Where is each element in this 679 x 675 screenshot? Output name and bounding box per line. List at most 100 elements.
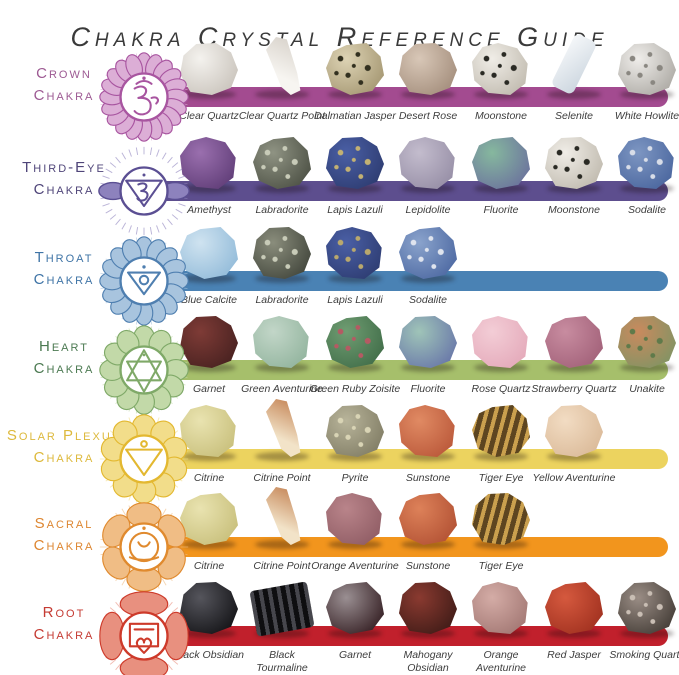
crystal-rose-quartz [472,316,528,368]
crystal-label: Moonstone [475,110,527,122]
chakra-name-line1: Root [42,604,86,621]
crystal-shadow [182,184,236,193]
crystal-label: Smoking Quartz [609,649,679,661]
crystal-amethyst [180,137,236,189]
crystal-shadow [474,363,528,372]
chakra-name-line2: Chakra [33,180,95,198]
crystal-label: Dalmatian Jasper [314,110,396,122]
chakra-name-throat: Throat Chakra [0,247,128,291]
crystal-label: Garnet [338,649,372,661]
crystal-label: Lapis Lazuli [327,204,383,216]
crystal-label: Tiger Eye [478,472,524,484]
crystal-citrine [180,405,236,457]
crystal-shadow [547,90,601,99]
crystal-label: Citrine Point [253,560,311,572]
crystal-label: Green Ruby Zoisite [309,383,401,395]
page-title: Chakra Crystal Reference Guide [70,22,609,53]
chakra-name-line1: Third-Eye [22,159,106,176]
crystal-moonstone [545,137,603,189]
chakra-name-line1: Solar Plexus [6,427,122,444]
crystal-shadow [328,629,382,638]
crystal-shadow [255,184,309,193]
chakra-name-line2: Chakra [33,625,95,643]
crystal-sunstone [399,405,455,457]
sacral-chakra-lotus-crescent-icon [97,500,191,594]
crystal-smoking-quartz [618,582,676,634]
crystal-shadow [328,540,382,549]
crystal-shadow [255,540,309,549]
crystal-label: White Howlite [614,110,679,122]
chakra-name-line1: Crown [36,65,92,82]
crystal-label: Garnet [192,383,226,395]
crystal-label: Unakite [629,383,665,395]
crystal-green-aventurine [253,316,309,368]
crystal-citrine [180,493,238,545]
crystal-shadow [182,274,236,283]
crystal-sunstone [399,493,457,545]
crystal-shadow [401,274,455,283]
chakra-name-line1: Heart [39,338,89,355]
crystal-label: Desert Rose [398,110,458,122]
chakra-name-line2: Chakra [33,86,95,104]
crystal-label: Labradorite [255,204,309,216]
crystal-labradorite [253,227,311,279]
crystal-unakite [618,316,676,368]
crystal-shadow [328,274,382,283]
crystal-label: Selenite [555,110,593,122]
crystal-shadow [547,629,601,638]
chakra-name-line2: Chakra [33,270,95,288]
crystal-white-howlite [618,43,676,95]
crystal-sodalite [399,227,457,279]
chakra-name-line2: Chakra [33,359,95,377]
crystal-green-ruby-zoisite [326,316,384,368]
chakra-name-line2: Chakra [33,536,95,554]
crystal-shadow [182,452,236,461]
crystal-shadow [182,540,236,549]
chakra-bar-sacral [150,537,668,557]
crystal-strawberry-quartz [545,316,603,368]
crystal-shadow [474,452,528,461]
crystal-label: Yellow Aventurine [532,472,616,484]
chakra-name-third-eye: Third-Eye Chakra [0,157,128,201]
chakra-name-line2: Chakra [33,448,95,466]
crystal-label: Fluorite [410,383,446,395]
crystal-label: Mahogany Obsidian [403,649,453,675]
crystal-label: Citrine [193,472,225,484]
crystal-label: Labradorite [255,294,309,306]
crystal-label: Citrine [193,560,225,572]
chakra-name-solar-plexus: Solar Plexus Chakra [0,425,128,469]
chakra-name-line1: Sacral [34,515,94,532]
crystal-sodalite [618,137,674,189]
crystal-label: Sunstone [405,472,451,484]
crystal-shadow [620,184,674,193]
crystal-shadow [401,452,455,461]
crystal-dalmatian-jasper [326,43,384,95]
crystal-label: Sunstone [405,560,451,572]
chakra-bar-solar-plexus [150,449,668,469]
throat-chakra-lotus-triangle-icon [97,234,191,328]
crystal-label: Black Tourmaline [256,649,308,675]
crystal-label: Strawberry Quartz [531,383,617,395]
solar-plexus-chakra-lotus-triangle-icon [97,412,191,506]
crystal-garnet [326,582,384,634]
crystal-label: Rose Quartz [471,383,531,395]
crystal-shadow [474,629,528,638]
crystal-orange-aventurine [326,493,382,545]
crystal-shadow [328,363,382,372]
crystal-red-jasper [545,582,603,634]
root-chakra-lotus-square-icon [97,589,191,675]
crystal-desert-rose [399,43,457,95]
chakra-row-crown: Crown Chakra Clear Quartz Clear Quartz Poin… [0,32,679,142]
crystal-label: Blue Calcite [180,294,238,306]
crystal-label: Red Jasper [547,649,601,661]
chakra-row-third-eye: Third-Eye Chakra Amethyst Labradorite Lapis … [0,137,679,236]
crystal-orange-aventurine [472,582,528,634]
crystal-label: Clear Quartz [179,110,239,122]
crystal-label: Black Obsidian [173,649,245,661]
chakra-name-line1: Throat [34,249,94,266]
crystal-tiger-eye [472,405,530,457]
crystal-label: Lepidolite [405,204,451,216]
chakra-name-heart: Heart Chakra [0,336,128,380]
crystal-label: Sodalite [628,204,666,216]
crystal-label: Amethyst [187,204,231,216]
